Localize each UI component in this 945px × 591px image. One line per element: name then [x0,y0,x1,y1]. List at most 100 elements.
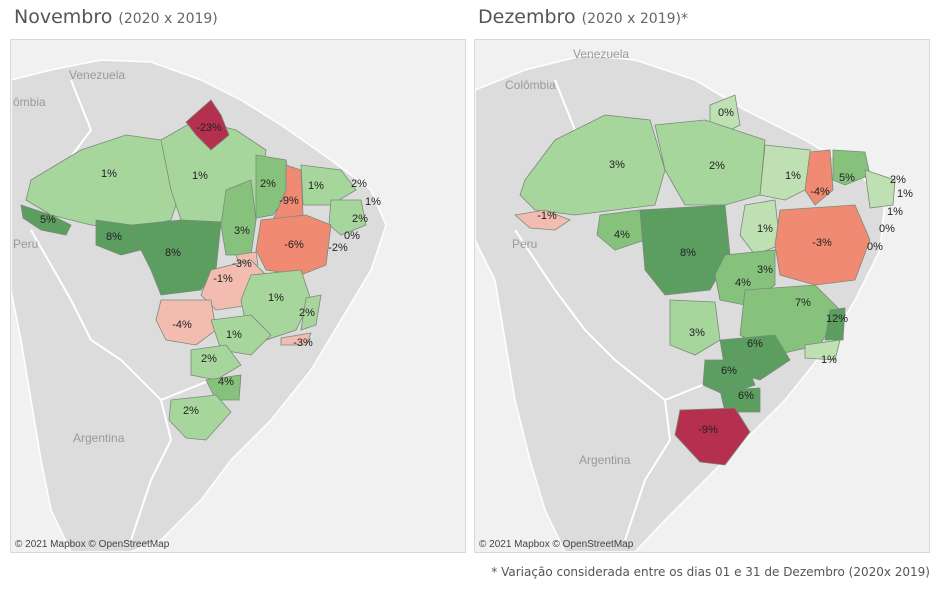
state-parana [190,344,242,381]
value-label: -3% [293,337,313,349]
value-label: 8% [165,247,181,259]
country-label-venezuela: Venezuela [69,68,125,82]
value-label: 1% [821,354,837,366]
value-label: 0% [344,230,360,242]
value-label: -6% [284,239,304,251]
state-amapa [185,99,230,151]
footnote: * Variação considerada entre os dias 01 … [491,565,930,579]
left-panel-title: Novembro (2020 x 2019) [14,6,218,28]
state-rio-grande-sul [674,407,751,466]
state-acre [20,204,72,236]
state-mato-grosso-sul [155,299,217,346]
value-label: 1% [308,180,324,192]
value-label: 5% [839,172,855,184]
value-label: 8% [680,247,696,259]
state-northeast-east [864,169,896,209]
state-maranhao [759,144,816,201]
state-acre [514,209,571,231]
state-santa-catarina [719,387,761,413]
right-map-svg: Venezuela Colômbia Peru Argentina 0% 3% … [475,47,913,552]
value-label: 4% [218,376,234,388]
right-title-text: Dezembro [478,6,576,28]
value-label: 2% [890,174,906,186]
right-panel-title: Dezembro (2020 x 2019)* [478,6,688,28]
right-map[interactable]: Venezuela Colômbia Peru Argentina 0% 3% … [474,39,930,553]
state-northeast-east [328,199,367,236]
value-label: 4% [614,229,630,241]
state-espirito-santo [824,307,846,341]
state-tocantins [739,199,781,256]
state-espirito-santo [300,294,322,331]
border-lines [30,79,212,541]
state-rondonia [596,209,646,251]
value-label: 2% [352,213,368,225]
left-value-labels: -23% 1% 1% 2% -9% 1% 2% 1% 2% 0% -2% 5% … [40,122,381,417]
right-subtitle-text: (2020 x 2019)* [581,11,688,27]
country-label-argentina: Argentina [579,453,631,467]
left-map-attribution[interactable]: © 2021 Mapbox © OpenStreetMap [15,539,170,550]
right-value-labels: 0% 3% 2% 1% -4% 5% 2% 1% 1% -1% 4% 8% 1%… [537,107,913,436]
country-label-argentina: Argentina [73,431,125,445]
state-ceara [832,149,871,186]
state-mato-grosso [639,204,731,296]
state-rio [804,339,841,361]
value-label: -3% [232,258,252,270]
value-label: 6% [738,390,754,402]
value-label: 6% [721,365,737,377]
value-label: 1% [887,206,903,218]
value-label: 1% [268,292,284,304]
value-label: 2% [709,160,725,172]
value-label: 2% [183,405,199,417]
value-label: -4% [172,319,192,331]
state-piaui [804,149,834,206]
state-mato-grosso-sul [669,299,721,356]
value-label: -2% [328,242,348,254]
state-rio [280,332,312,346]
state-bahia [774,204,871,286]
state-amazonas [25,134,182,231]
value-label: -9% [279,195,299,207]
value-label: 2% [201,353,217,365]
value-label: 1% [101,168,117,180]
state-tocantins [220,179,257,256]
left-map-svg: Venezuela ômbia Peru Argentina -23% 1% 1… [11,59,387,552]
value-label: 7% [795,297,811,309]
value-label: -1% [213,273,233,285]
value-label: 0% [867,241,883,253]
state-santa-catarina [205,374,242,401]
value-label: 6% [747,338,763,350]
value-label: 2% [351,178,367,190]
value-label: 4% [735,277,751,289]
country-label-venezuela: Venezuela [573,47,629,61]
value-label: 1% [192,170,208,182]
state-rio-grande-sul [168,394,232,441]
value-label: 1% [226,329,242,341]
value-label: 1% [757,223,773,235]
value-label: 1% [785,170,801,182]
value-label: 1% [897,188,913,200]
value-label: 0% [879,223,895,235]
country-label-colombia: Colômbia [505,78,556,92]
value-label: 3% [689,327,705,339]
left-map[interactable]: Venezuela ômbia Peru Argentina -23% 1% 1… [10,39,466,553]
right-map-attribution[interactable]: © 2021 Mapbox © OpenStreetMap [479,539,634,550]
value-label: 2% [299,307,315,319]
value-label: 1% [365,196,381,208]
value-label: 5% [40,214,56,226]
state-amazonas [519,114,666,216]
state-ceara [300,164,357,206]
value-label: -4% [810,186,830,198]
left-subtitle-text: (2020 x 2019) [118,11,218,27]
value-label: 3% [234,225,250,237]
country-label-peru: Peru [13,237,38,251]
state-bahia [255,214,332,276]
state-mato-grosso [130,219,222,296]
left-title-text: Novembro [14,6,113,28]
value-label: 12% [826,313,848,325]
value-label: -1% [537,210,557,222]
value-label: -9% [698,424,718,436]
state-para [654,119,766,206]
value-label: 8% [106,231,122,243]
value-label: 3% [609,159,625,171]
value-label: -3% [812,237,832,249]
